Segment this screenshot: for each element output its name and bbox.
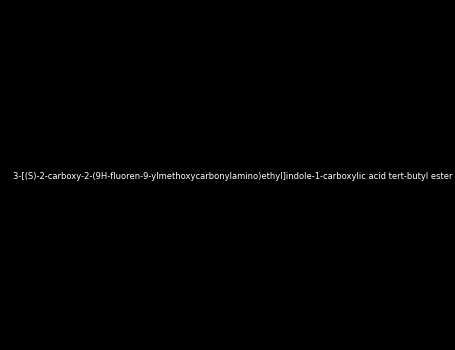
Text: 3-[(S)-2-carboxy-2-(9H-fluoren-9-ylmethoxycarbonylamino)ethyl]indole-1-carboxyli: 3-[(S)-2-carboxy-2-(9H-fluoren-9-ylmetho… bbox=[14, 172, 453, 181]
